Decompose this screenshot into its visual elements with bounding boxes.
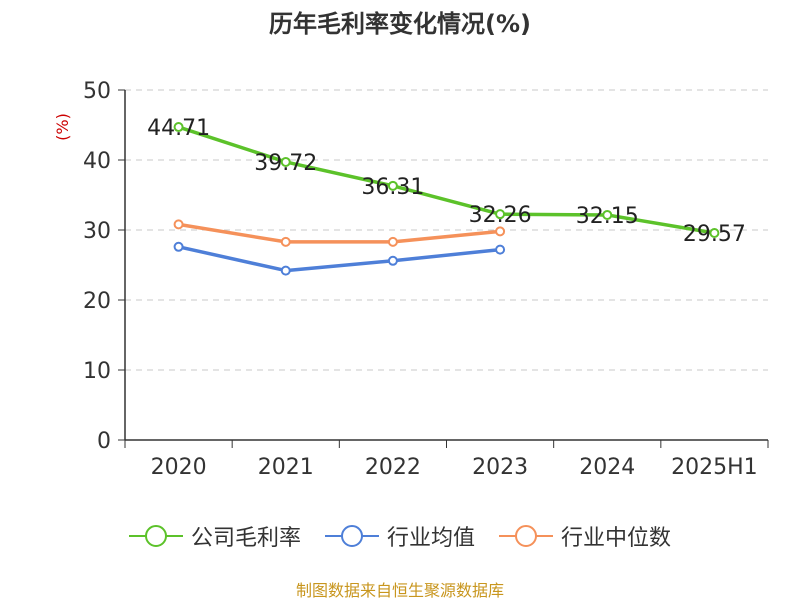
data-label: 39.72 [254,151,317,176]
data-point [495,209,506,220]
x-tick-label: 2021 [258,455,314,480]
y-tick-label: 10 [83,359,111,384]
data-point [387,236,398,247]
source-note: 制图数据来自恒生聚源数据库 [295,581,504,600]
series-line [178,245,501,273]
legend-label: 行业中位数 [561,526,672,551]
legend-label: 行业均值 [386,526,475,551]
data-point [173,241,184,252]
data-point [495,226,506,237]
y-tick-label: 50 [83,79,111,104]
legend-item-company[interactable]: 公司毛利率 [128,520,301,552]
x-tick-label: 2023 [472,455,528,480]
legend-line-marker-icon [128,524,183,548]
data-point [173,219,184,230]
legend-label: 公司毛利率 [190,526,301,551]
y-tick-label: 40 [83,149,111,174]
y-tick-label: 30 [83,219,111,244]
data-point [602,209,613,220]
legend-line-marker-icon [499,524,553,548]
y-tick-label: 20 [83,289,111,314]
x-tick-label: 2020 [151,455,207,480]
data-label: 32.15 [576,204,639,229]
legend: 公司毛利率 行业均值 行业中位数 [0,520,800,552]
y-axis-label: (%) [53,113,72,141]
data-point [387,180,398,191]
y-tick-label: 0 [97,429,111,454]
data-point [280,236,291,247]
x-tick-label: 2022 [365,455,421,480]
data-label: 32.26 [469,203,532,228]
legend-item-industry-mean[interactable]: 行业均值 [324,520,475,552]
chart-title: 历年毛利率变化情况(%) [269,10,531,38]
series-line [178,125,715,235]
x-tick-label: 2024 [579,455,635,480]
legend-line-marker-icon [324,524,379,548]
data-label: 44.71 [147,116,210,141]
data-point [495,244,506,255]
legend-item-industry-median[interactable]: 行业中位数 [499,520,671,552]
data-point [709,228,720,239]
x-tick-label: 2025H1 [671,455,758,480]
data-point [387,255,398,266]
data-point [173,122,184,133]
data-label: 29.57 [683,222,746,247]
series-line [178,222,501,244]
data-point [280,265,291,276]
data-point [280,156,291,167]
data-label: 36.31 [361,175,424,200]
